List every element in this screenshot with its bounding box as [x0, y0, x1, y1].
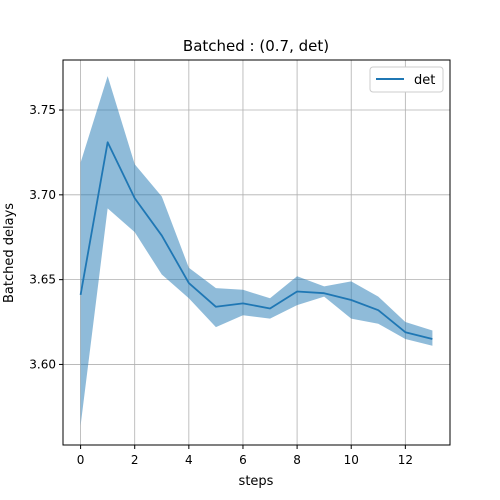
x-tick-label: 10 — [344, 453, 359, 467]
x-tick-label: 6 — [239, 453, 247, 467]
grid — [63, 60, 450, 445]
x-axis-ticks: 0 2 4 6 8 10 12 — [77, 445, 413, 467]
x-tick-label: 8 — [293, 453, 301, 467]
band-det — [80, 76, 433, 426]
legend-box — [369, 66, 444, 93]
y-tick-label: 3.75 — [29, 103, 56, 117]
line-det — [79, 141, 433, 340]
y-tick-label: 3.60 — [29, 357, 56, 371]
plot-frame — [62, 59, 451, 446]
legend: det — [369, 66, 444, 93]
confidence-band — [80, 76, 433, 426]
x-tick-label: 2 — [131, 453, 139, 467]
series-lines — [79, 141, 433, 340]
plot-area — [63, 60, 450, 445]
x-axis-label: steps — [239, 474, 274, 489]
y-axis-label: Batched delays — [2, 203, 17, 303]
y-axis-ticks: 3.60 3.65 3.70 3.75 — [29, 103, 63, 371]
y-tick-label: 3.70 — [29, 188, 56, 202]
chart-title: Batched : (0.7, det) — [183, 37, 329, 55]
x-tick-label: 12 — [398, 453, 413, 467]
y-tick-label: 3.65 — [29, 273, 56, 287]
x-tick-label: 4 — [185, 453, 193, 467]
legend-label-det: det — [414, 73, 435, 88]
x-tick-label: 0 — [77, 453, 85, 467]
